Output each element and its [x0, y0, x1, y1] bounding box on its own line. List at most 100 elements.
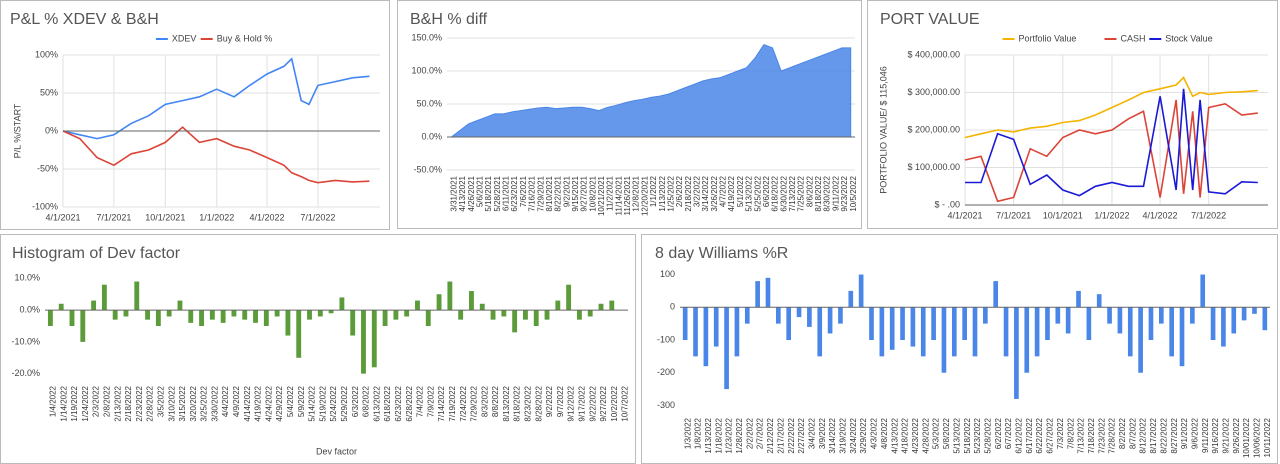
bar: [587, 310, 593, 317]
bar: [469, 291, 474, 311]
bar: [1086, 307, 1092, 340]
bar: [393, 310, 399, 320]
x-tick-label: 7/24/2022: [459, 385, 468, 421]
x-tick-label: 6/28/2022: [405, 385, 414, 421]
bar: [253, 310, 258, 323]
bar: [1231, 307, 1237, 334]
bar: [263, 310, 269, 326]
x-tick-label: 9/2/2021: [562, 175, 571, 207]
bar: [155, 310, 161, 326]
x-tick-label: 1/1/2022: [199, 212, 234, 222]
bar: [544, 310, 550, 320]
bar: [682, 307, 688, 340]
x-tick-label: 4/8/2022: [880, 417, 889, 449]
x-tick-label: 7/3/2022: [1056, 417, 1065, 449]
x-tick-label: 7/14/2022: [437, 385, 446, 421]
x-tick-label: 7/9/2022: [426, 385, 435, 417]
x-tick-label: 6/3/2022: [351, 385, 360, 417]
bar: [1024, 307, 1030, 373]
bar: [1169, 307, 1174, 357]
x-tick-label: 10/1/2021: [145, 212, 185, 222]
y-axis-label: P/L %/START: [12, 103, 22, 158]
x-tick-label: 1/1/2022: [1094, 210, 1129, 220]
x-tick-label: 4/13/2022: [890, 417, 899, 453]
y-tick-label: 150.0%: [411, 32, 442, 42]
bar: [350, 310, 356, 336]
x-tick-label: 10/21/2021: [597, 175, 606, 216]
y-tick-label: -50.0%: [413, 164, 442, 174]
y-tick-label: 50.0%: [416, 98, 442, 108]
x-tick-label: 10/5/2022: [849, 175, 858, 211]
x-tick-label: 7/16/2021: [528, 175, 537, 211]
x-tick-label: 3/9/2022: [818, 417, 827, 449]
x-tick-label: 6/7/2022: [1004, 417, 1013, 449]
bar: [807, 307, 812, 327]
bar: [900, 307, 905, 340]
x-tick-label: 8/27/2022: [1170, 417, 1179, 453]
x-tick-label: 4/19/2022: [727, 175, 736, 211]
bar: [101, 284, 107, 311]
bar: [962, 307, 967, 340]
bar: [838, 307, 843, 324]
x-tick-label: 1/28/2022: [735, 417, 744, 453]
x-tick-label: 3/4/2022: [807, 417, 816, 449]
x-tick-label: 9/27/2022: [599, 385, 608, 421]
x-tick-label: 4/24/2022: [264, 385, 273, 421]
bar: [328, 310, 334, 314]
x-tick-label: 3/14/2022: [828, 417, 837, 453]
x-tick-label: 10/2/2022: [610, 385, 619, 421]
y-tick-label: $ 300,000.00: [907, 87, 960, 97]
x-tick-label: 5/4/2022: [286, 385, 295, 417]
x-tick-label: 4/29/2022: [275, 385, 284, 421]
x-tick-label: 7/6/2021: [519, 175, 528, 207]
x-tick-label: 5/1/2022: [736, 175, 745, 207]
y-tick-label: -10.0%: [11, 336, 40, 346]
x-tick-label: 4/26/2021: [467, 175, 476, 211]
bar: [555, 300, 561, 311]
y-tick-label: -100%: [32, 201, 58, 211]
bar: [941, 307, 947, 373]
bar: [744, 307, 750, 324]
x-tick-label: 7/1/2021: [996, 210, 1031, 220]
x-tick-label: 9/1/2022: [1180, 417, 1189, 449]
bar: [69, 310, 75, 326]
y-tick-label: $ 200,000.00: [907, 124, 960, 134]
x-tick-label: 3/2/2022: [693, 175, 702, 207]
x-tick-label: 6/30/2022: [779, 175, 788, 211]
chart-title: PORT VALUE: [880, 11, 980, 28]
x-tick-label: 8/23/2022: [524, 385, 533, 421]
bar: [479, 303, 485, 311]
bar: [993, 281, 999, 308]
bar: [382, 310, 388, 326]
x-tick-label: 4/13/2021: [458, 175, 467, 211]
x-tick-label: 2/8/2022: [102, 385, 111, 417]
x-tick-label: 4/9/2022: [232, 385, 241, 417]
bar: [317, 310, 323, 317]
bar: [1014, 307, 1019, 399]
x-tick-label: 3/24/2022: [849, 417, 858, 453]
x-tick-label: 3/19/2022: [839, 417, 848, 453]
x-tick-label: 9/17/2022: [578, 385, 587, 421]
x-tick-label: 4/7/2022: [719, 175, 728, 207]
bar: [1045, 307, 1050, 340]
x-tick-label: 9/15/2021: [571, 175, 580, 211]
x-tick-label: 8/28/2022: [534, 385, 543, 421]
x-tick-label: 1/13/2022: [704, 417, 713, 453]
x-tick-label: 11/26/2021: [623, 175, 632, 215]
y-tick-label: 100.0%: [411, 65, 442, 75]
x-tick-label: 4/14/2022: [243, 385, 252, 421]
x-tick-label: 3/25/2022: [200, 385, 209, 421]
x-tick-label: 4/23/2022: [911, 417, 920, 453]
x-tick-label: 8/10/2021: [545, 175, 554, 211]
bar: [145, 310, 150, 320]
x-tick-label: 5/13/2022: [952, 417, 961, 453]
x-tick-label: 5/28/2021: [493, 175, 502, 211]
x-tick-label: 6/8/2022: [362, 385, 371, 417]
x-tick-label: 1/1/2022: [649, 175, 658, 207]
bar: [512, 310, 518, 333]
x-tick-label: 3/31/2021: [449, 175, 458, 211]
bar: [404, 310, 410, 317]
y-tick-label: 0.0%: [421, 131, 442, 141]
bar: [1262, 307, 1268, 331]
